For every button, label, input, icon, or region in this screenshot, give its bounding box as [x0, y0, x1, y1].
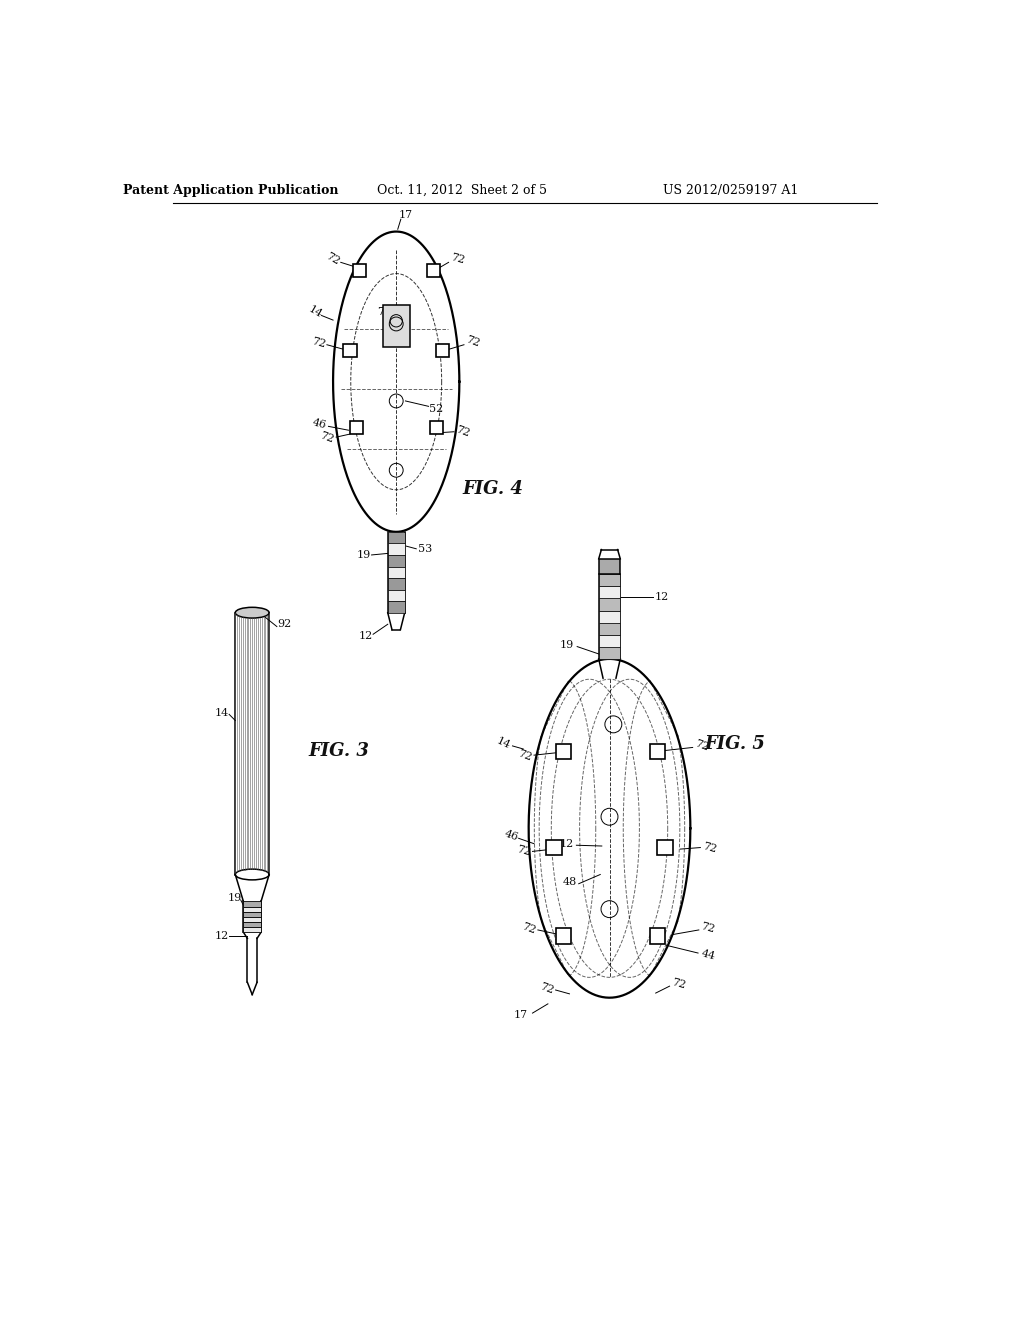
Bar — [599, 623, 621, 635]
Text: 12: 12 — [560, 838, 574, 849]
Bar — [427, 264, 439, 277]
Bar — [343, 345, 356, 358]
Text: 72: 72 — [516, 748, 534, 762]
Text: 72: 72 — [520, 921, 537, 936]
Text: FIG. 5: FIG. 5 — [705, 735, 766, 752]
Bar — [388, 601, 404, 612]
Text: 53: 53 — [419, 544, 432, 554]
Text: 72: 72 — [318, 430, 335, 445]
Text: 44: 44 — [699, 949, 716, 962]
Text: 14: 14 — [307, 305, 324, 321]
Bar — [388, 590, 404, 601]
Bar — [352, 264, 366, 277]
Bar — [383, 305, 410, 347]
Text: Patent Application Publication: Patent Application Publication — [123, 185, 338, 197]
Text: 72: 72 — [450, 252, 466, 265]
Text: 72: 72 — [455, 425, 471, 438]
Text: US 2012/0259197 A1: US 2012/0259197 A1 — [664, 185, 799, 197]
Text: 17: 17 — [398, 210, 413, 219]
Bar — [349, 421, 362, 434]
Bar — [244, 921, 261, 927]
Bar — [599, 574, 621, 586]
Text: 72: 72 — [701, 841, 718, 854]
Bar — [244, 912, 261, 917]
Bar — [244, 902, 261, 907]
Bar — [599, 647, 621, 659]
Text: 12: 12 — [214, 931, 228, 941]
Text: 17: 17 — [514, 1010, 528, 1019]
Text: 52: 52 — [429, 404, 443, 413]
Text: 14: 14 — [495, 737, 512, 751]
Text: 46: 46 — [503, 829, 519, 843]
Bar — [388, 544, 404, 554]
Text: FIG. 3: FIG. 3 — [308, 742, 369, 760]
Text: 12: 12 — [654, 593, 669, 602]
Bar — [388, 566, 404, 578]
Bar — [388, 532, 404, 544]
Text: 72: 72 — [538, 981, 555, 995]
Bar — [244, 917, 261, 921]
Bar — [599, 611, 621, 623]
Text: 19: 19 — [560, 640, 574, 649]
Text: 76: 76 — [378, 308, 392, 317]
Text: 72: 72 — [325, 251, 342, 267]
Text: 72: 72 — [700, 921, 716, 935]
Bar — [244, 927, 261, 932]
Bar — [244, 907, 261, 912]
Bar — [599, 635, 621, 647]
Text: 46: 46 — [311, 417, 328, 430]
Text: 14: 14 — [214, 708, 228, 718]
Text: 72: 72 — [515, 845, 531, 858]
Text: 12: 12 — [358, 631, 373, 640]
Text: 19: 19 — [356, 550, 371, 560]
Text: 72: 72 — [465, 334, 481, 348]
Text: FIG. 4: FIG. 4 — [462, 480, 523, 499]
Bar — [649, 743, 665, 759]
Ellipse shape — [236, 607, 269, 618]
Text: 72: 72 — [671, 977, 687, 990]
Bar — [657, 840, 673, 855]
Bar — [436, 345, 449, 358]
Bar — [430, 421, 442, 434]
Text: 48: 48 — [562, 878, 577, 887]
Bar — [556, 743, 571, 759]
Text: 72: 72 — [693, 738, 711, 752]
Text: 92: 92 — [278, 619, 292, 630]
Bar — [547, 840, 562, 855]
Text: 19: 19 — [227, 892, 242, 903]
Text: 72: 72 — [311, 337, 328, 350]
Bar — [649, 928, 665, 944]
Text: Oct. 11, 2012  Sheet 2 of 5: Oct. 11, 2012 Sheet 2 of 5 — [377, 185, 547, 197]
Bar — [388, 578, 404, 590]
Bar — [556, 928, 571, 944]
Bar — [599, 586, 621, 598]
Bar — [599, 558, 621, 574]
Bar — [599, 598, 621, 610]
Bar — [388, 554, 404, 566]
